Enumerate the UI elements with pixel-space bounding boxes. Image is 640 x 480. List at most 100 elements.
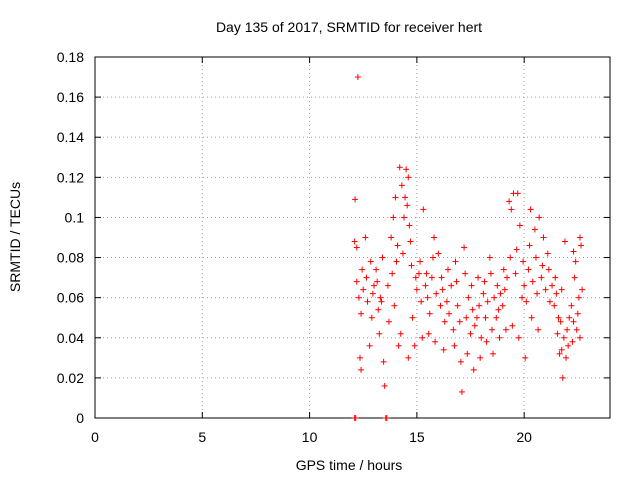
- x-tick-label: 5: [198, 429, 206, 445]
- y-tick-label: 0.12: [57, 169, 84, 185]
- data-point: [527, 206, 534, 213]
- data-point: [462, 270, 469, 277]
- data-point: [515, 334, 522, 341]
- data-point: [558, 286, 565, 293]
- data-point: [545, 266, 552, 273]
- data-point: [493, 314, 500, 321]
- y-tick-label: 0.18: [57, 49, 84, 65]
- data-point: [411, 342, 418, 349]
- data-point: [425, 330, 432, 337]
- data-point: [526, 242, 533, 249]
- data-point: [406, 222, 413, 229]
- data-point: [576, 234, 583, 241]
- data-point: [424, 294, 431, 301]
- data-point: [357, 354, 364, 361]
- data-point: [435, 250, 442, 257]
- data-point: [471, 322, 478, 329]
- data-point: [497, 290, 504, 297]
- data-point: [540, 234, 547, 241]
- data-point: [413, 286, 420, 293]
- data-point: [480, 290, 487, 297]
- data-point: [568, 302, 575, 309]
- data-point: [380, 358, 387, 365]
- data-point: [476, 302, 483, 309]
- y-tick-label: 0.08: [57, 250, 84, 266]
- data-point: [501, 286, 508, 293]
- data-point: [487, 270, 494, 277]
- data-point: [375, 306, 382, 313]
- data-point: [444, 266, 451, 273]
- data-point: [464, 350, 471, 357]
- data-point: [486, 254, 493, 261]
- y-tick-label: 0.1: [65, 209, 85, 225]
- data-point: [366, 342, 373, 349]
- data-point: [565, 342, 572, 349]
- data-point: [468, 282, 475, 289]
- data-point: [438, 274, 445, 281]
- data-point: [488, 326, 495, 333]
- data-point: [360, 286, 367, 293]
- data-point: [575, 294, 582, 301]
- data-point: [571, 274, 578, 281]
- data-point: [475, 274, 482, 281]
- data-point: [531, 226, 538, 233]
- data-point: [429, 254, 436, 261]
- data-point: [388, 234, 395, 241]
- data-point: [463, 314, 470, 321]
- data-point: [426, 310, 433, 317]
- data-point: [395, 342, 402, 349]
- data-point: [578, 242, 585, 249]
- data-point: [402, 194, 409, 201]
- data-point: [465, 294, 472, 301]
- data-point: [576, 334, 583, 341]
- data-point: [352, 196, 359, 203]
- data-point: [409, 314, 416, 321]
- data-point: [512, 270, 519, 277]
- data-point: [556, 350, 563, 357]
- data-point: [572, 258, 579, 265]
- data-point: [403, 166, 410, 173]
- x-tick-label: 15: [409, 429, 425, 445]
- data-point: [404, 202, 411, 209]
- data-point: [351, 238, 358, 245]
- data-points: [351, 74, 586, 421]
- data-point: [364, 298, 371, 305]
- data-point: [440, 346, 447, 353]
- data-point: [528, 314, 535, 321]
- data-point: [558, 346, 565, 353]
- data-point: [484, 298, 491, 305]
- data-point: [367, 258, 374, 265]
- y-tick-label: 0.14: [57, 129, 84, 145]
- data-point: [423, 270, 430, 277]
- data-point: [362, 234, 369, 241]
- grid-lines: [95, 57, 610, 418]
- data-point: [482, 314, 489, 321]
- data-point: [502, 326, 509, 333]
- data-point: [354, 74, 361, 81]
- data-point: [369, 290, 376, 297]
- data-point: [579, 286, 586, 293]
- data-point: [358, 366, 365, 373]
- data-point: [456, 318, 463, 325]
- data-point: [446, 310, 453, 317]
- y-tick-label: 0.04: [57, 330, 84, 346]
- data-point: [514, 190, 521, 197]
- data-point: [407, 238, 414, 245]
- data-point: [428, 274, 435, 281]
- data-point: [509, 322, 516, 329]
- data-point: [554, 330, 561, 337]
- data-point: [564, 326, 571, 333]
- data-point: [441, 318, 448, 325]
- data-point: [358, 310, 365, 317]
- data-point: [495, 306, 502, 313]
- data-point: [394, 242, 401, 249]
- data-point: [549, 282, 556, 289]
- data-point: [422, 282, 429, 289]
- data-point: [494, 282, 501, 289]
- data-point: [401, 214, 407, 221]
- data-point: [391, 302, 398, 309]
- data-point: [534, 290, 541, 297]
- data-point: [419, 334, 426, 341]
- data-point: [469, 306, 476, 313]
- data-point: [551, 302, 558, 309]
